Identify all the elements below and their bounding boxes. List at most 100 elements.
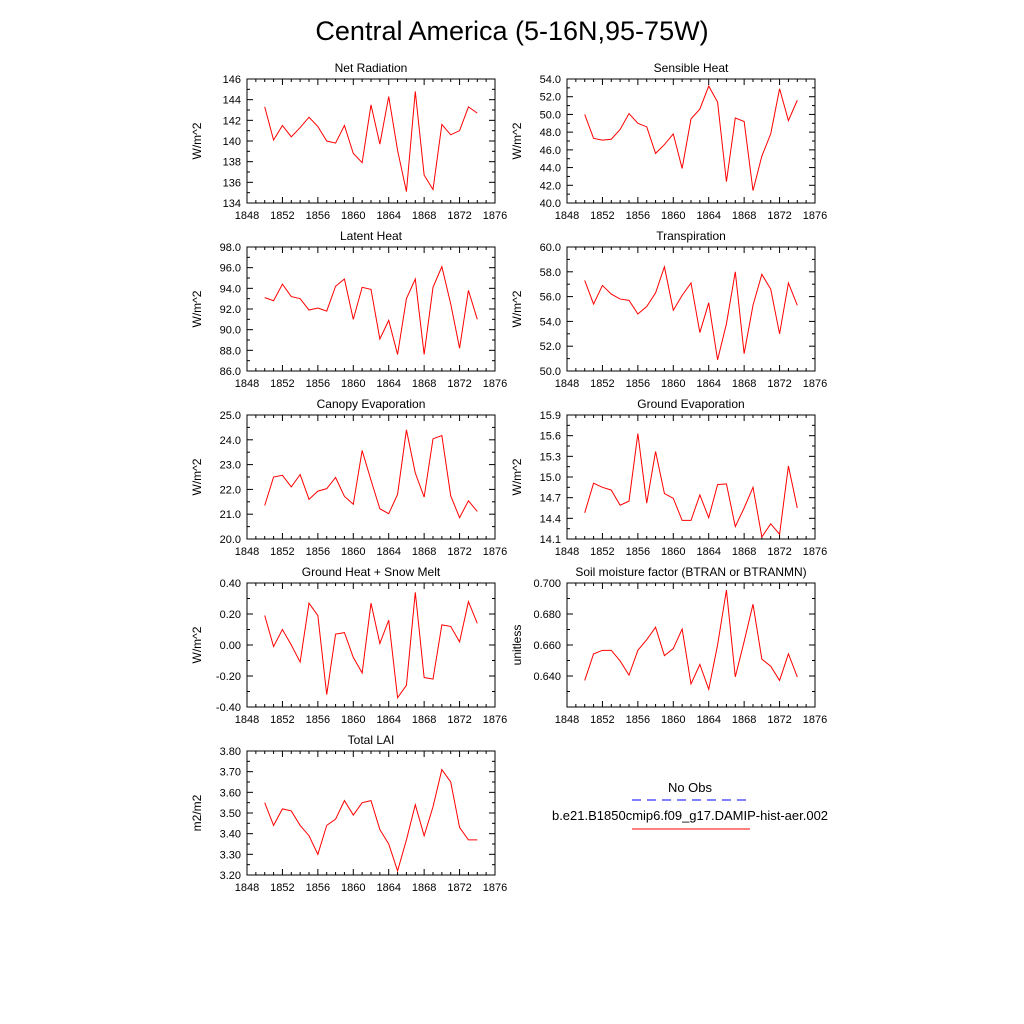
- x-tick-label: 1868: [412, 378, 436, 390]
- y-tick-label: 3.60: [220, 787, 241, 799]
- x-tick-label: 1860: [341, 210, 365, 222]
- y-tick-label: 144: [223, 95, 241, 107]
- y-tick-label: 92.0: [220, 304, 241, 316]
- x-tick-label: 1856: [626, 546, 650, 558]
- x-tick-label: 1860: [661, 378, 685, 390]
- y-tick-label: 0.20: [220, 609, 241, 621]
- panel-title: Canopy Evaporation: [317, 397, 426, 411]
- y-tick-label: 15.3: [540, 451, 561, 463]
- x-tick-label: 1848: [235, 882, 259, 894]
- x-tick-label: 1868: [412, 714, 436, 726]
- x-tick-label: 1860: [661, 714, 685, 726]
- y-tick-label: 136: [223, 177, 241, 189]
- panel-title: Total LAI: [348, 733, 395, 747]
- y-tick-label: 96.0: [220, 263, 241, 275]
- panel-title: Ground Evaporation: [637, 397, 744, 411]
- y-tick-label: 88.0: [220, 345, 241, 357]
- y-tick-label: -0.20: [216, 671, 241, 683]
- x-tick-label: 1864: [376, 210, 400, 222]
- y-tick-label: 52.0: [540, 341, 561, 353]
- y-tick-label: 0.660: [533, 640, 561, 652]
- x-tick-label: 1872: [767, 378, 791, 390]
- y-tick-label: 0.40: [220, 578, 241, 590]
- x-tick-label: 1860: [341, 882, 365, 894]
- x-tick-label: 1860: [341, 378, 365, 390]
- y-tick-label: 14.1: [540, 534, 561, 546]
- x-tick-label: 1852: [590, 378, 614, 390]
- panel-net-radiation: Net Radiation 1848 1852 1856 1860 1864 1868 187…: [190, 61, 507, 222]
- x-tick-label: 1876: [483, 882, 507, 894]
- x-tick-label: 1856: [306, 378, 330, 390]
- panel-title: Net Radiation: [335, 61, 408, 75]
- y-tick-label: 46.0: [540, 145, 561, 157]
- series-line-soil-moisture-factor-btran-or-btranmn: [584, 590, 798, 692]
- panel-latent-heat: Latent Heat 1848 1852 1856 1860 1864 1868 1872 1…: [190, 229, 507, 390]
- panel-title: Sensible Heat: [654, 61, 729, 75]
- legend-model-label: b.e21.B1850cmip6.f09_g17.DAMIP-hist-aer.…: [552, 808, 828, 823]
- x-tick-label: 1864: [376, 378, 400, 390]
- x-tick-label: 1856: [626, 378, 650, 390]
- x-tick-label: 1876: [803, 210, 827, 222]
- panel-transpiration: Transpiration 1848 1852 1856 1860 1864 1868 187…: [510, 229, 827, 390]
- y-tick-label: 94.0: [220, 283, 241, 295]
- x-tick-label: 1868: [412, 210, 436, 222]
- y-tick-label: 0.00: [220, 640, 241, 652]
- y-tick-label: 90.0: [220, 325, 241, 337]
- y-tick-label: 50.0: [540, 366, 561, 378]
- y-axis-label: W/m^2: [190, 626, 204, 663]
- x-tick-label: 1856: [306, 882, 330, 894]
- y-tick-label: 3.40: [220, 829, 241, 841]
- panel-canopy-evaporation: Canopy Evaporation 1848 1852 1856 1860 1864 18…: [190, 397, 507, 558]
- y-tick-label: 60.0: [540, 242, 561, 254]
- x-tick-label: 1852: [270, 378, 294, 390]
- x-tick-label: 1856: [306, 210, 330, 222]
- panel-ground-evaporation: Ground Evaporation 1848 1852 1856 1860 1864 18…: [510, 397, 827, 558]
- y-tick-label: 21.0: [220, 509, 241, 521]
- x-tick-label: 1876: [483, 210, 507, 222]
- x-tick-label: 1872: [447, 714, 471, 726]
- y-tick-label: 48.0: [540, 127, 561, 139]
- y-tick-label: 3.80: [220, 746, 241, 758]
- plot-frame: [566, 582, 816, 708]
- y-tick-label: 22.0: [220, 484, 241, 496]
- series-line-total-lai: [264, 768, 478, 873]
- x-tick-label: 1848: [235, 210, 259, 222]
- x-tick-label: 1876: [483, 546, 507, 558]
- y-tick-label: 14.4: [540, 513, 561, 525]
- y-axis-label: W/m^2: [510, 458, 524, 495]
- y-tick-label: 54.0: [540, 74, 561, 86]
- y-tick-label: 52.0: [540, 92, 561, 104]
- x-tick-label: 1852: [590, 714, 614, 726]
- x-tick-label: 1864: [376, 714, 400, 726]
- x-tick-label: 1876: [803, 378, 827, 390]
- plot-frame: [246, 78, 496, 204]
- x-tick-label: 1848: [555, 378, 579, 390]
- series-line-ground-evaporation: [584, 433, 798, 539]
- y-tick-label: 138: [223, 157, 241, 169]
- series-line-canopy-evaporation: [264, 429, 478, 519]
- panel-total-lai: Total LAI 1848 1852 1856 1860 1864 1868 1872 187…: [190, 733, 507, 894]
- x-tick-label: 1860: [341, 714, 365, 726]
- y-tick-label: 40.0: [540, 198, 561, 210]
- y-tick-label: 0.700: [533, 578, 561, 590]
- x-tick-label: 1876: [483, 714, 507, 726]
- y-tick-label: 44.0: [540, 163, 561, 175]
- y-tick-label: 58.0: [540, 267, 561, 279]
- panel-title: Soil moisture factor (BTRAN or BTRANMN): [575, 565, 806, 579]
- y-tick-label: 24.0: [220, 435, 241, 447]
- y-tick-label: 3.50: [220, 808, 241, 820]
- x-tick-label: 1872: [767, 714, 791, 726]
- panel-ground-heat-snow-melt: Ground Heat + Snow Melt 1848 1852 1856 1860 1…: [190, 565, 507, 726]
- x-tick-label: 1848: [555, 546, 579, 558]
- plot-frame: [566, 246, 816, 372]
- y-tick-label: 25.0: [220, 410, 241, 422]
- x-tick-label: 1848: [555, 210, 579, 222]
- x-tick-label: 1868: [732, 714, 756, 726]
- panel-title: Ground Heat + Snow Melt: [302, 565, 441, 579]
- panel-grid: Net Radiation 1848 1852 1856 1860 1864 1868 187…: [190, 61, 827, 894]
- y-tick-label: 142: [223, 115, 241, 127]
- x-tick-label: 1868: [732, 210, 756, 222]
- x-tick-label: 1848: [235, 714, 259, 726]
- y-tick-label: 42.0: [540, 180, 561, 192]
- x-tick-label: 1860: [661, 210, 685, 222]
